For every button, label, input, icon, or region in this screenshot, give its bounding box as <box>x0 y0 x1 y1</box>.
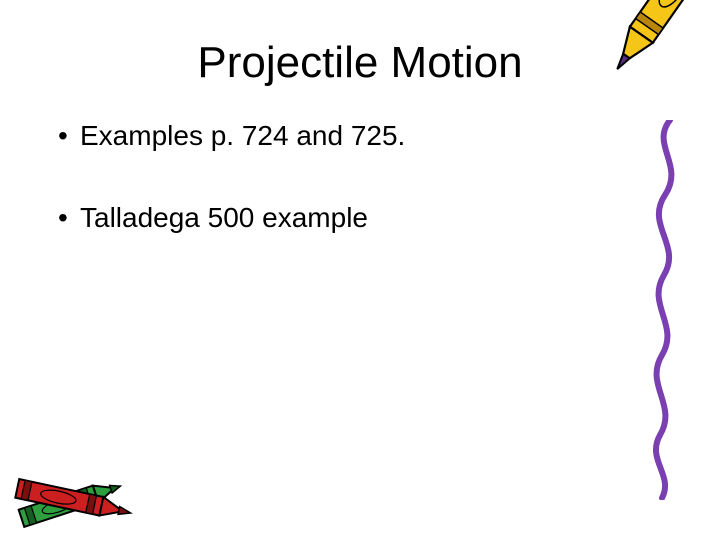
list-item: • Examples p. 724 and 725. <box>58 118 600 154</box>
squiggle-icon <box>640 120 690 500</box>
bullet-text: Talladega 500 example <box>80 200 368 236</box>
bullet-dot-icon: • <box>58 200 80 236</box>
bullet-dot-icon: • <box>58 118 80 154</box>
list-item: • Talladega 500 example <box>58 200 600 236</box>
bullet-list: • Examples p. 724 and 725. • Talladega 5… <box>58 118 600 283</box>
slide: Projectile Motion • Examples p. 724 and … <box>0 0 720 540</box>
bullet-text: Examples p. 724 and 725. <box>80 118 405 154</box>
crossed-crayons-icon <box>10 454 150 534</box>
